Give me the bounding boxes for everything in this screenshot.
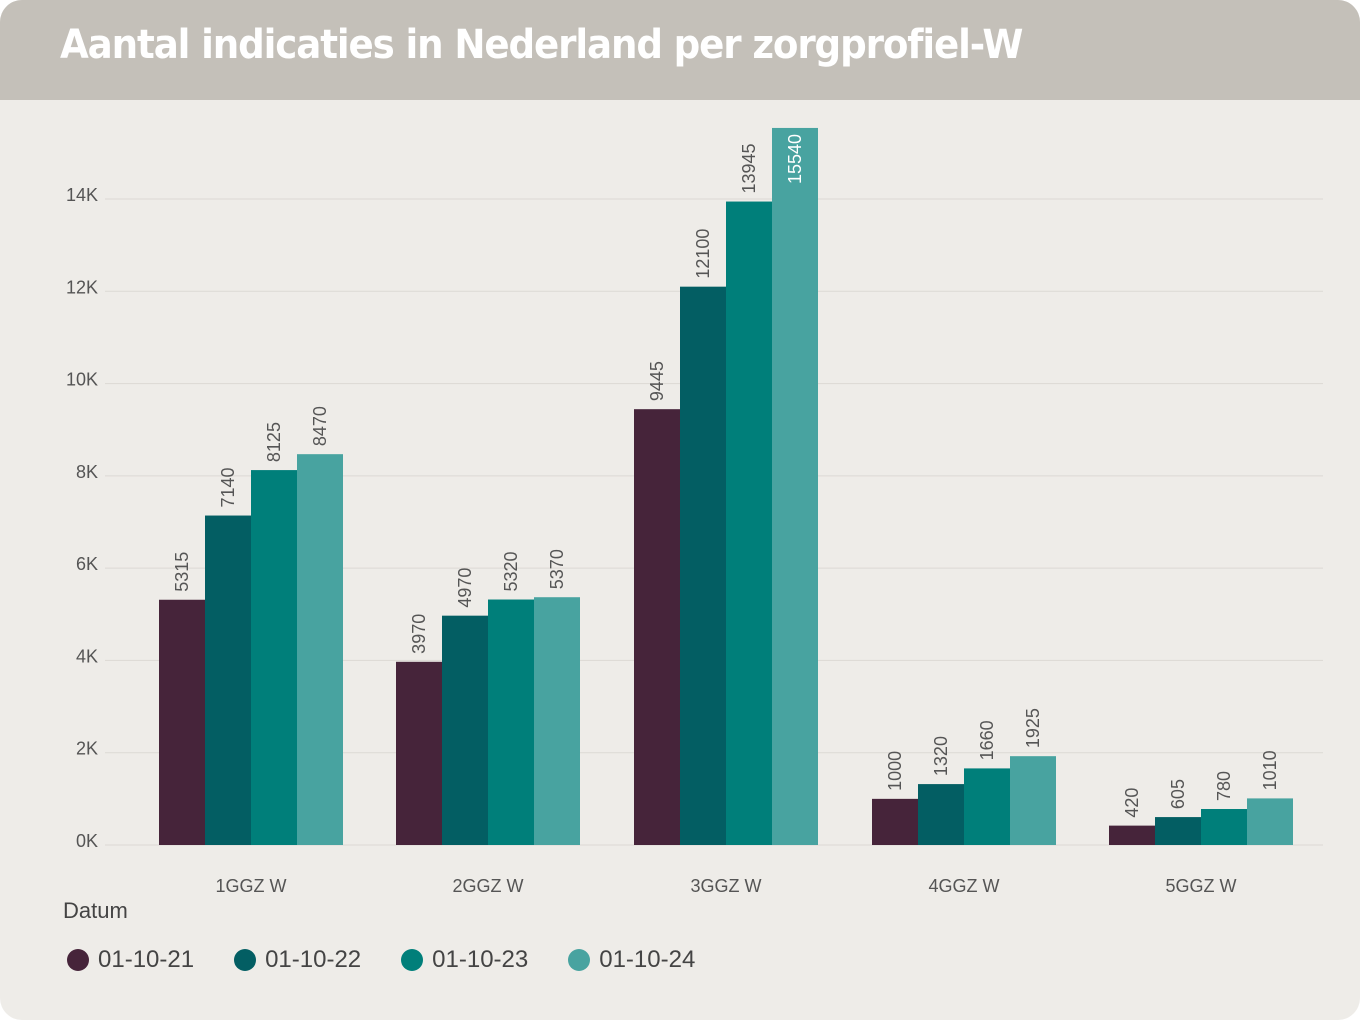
bar[interactable] [964, 768, 1010, 845]
bar[interactable] [1247, 798, 1293, 845]
y-tick-label: 12K [66, 277, 98, 297]
legend-title: Datum [63, 898, 128, 923]
data-label: 5315 [172, 552, 192, 592]
data-label: 605 [1168, 779, 1188, 809]
data-labels: 5315 7140 8125 8470 3970 4970 5320 5370 9445 1210… [172, 134, 1280, 818]
bar[interactable] [634, 409, 680, 845]
bar[interactable] [396, 661, 442, 845]
x-axis-categories: 1GGZ W 2GGZ W 3GGZ W 4GGZ W 5GGZ W [216, 876, 1237, 896]
legend-dot-icon [401, 949, 424, 971]
bar[interactable] [251, 470, 297, 845]
data-label: 1925 [1023, 708, 1043, 748]
data-label: 420 [1122, 788, 1142, 818]
y-tick-label: 2K [76, 739, 98, 759]
data-label: 9445 [647, 361, 667, 401]
y-tick-label: 14K [66, 185, 98, 205]
x-category-label: 1GGZ W [216, 876, 287, 896]
legend-item[interactable]: 01-10-24 [568, 946, 695, 974]
data-label: 3970 [409, 614, 429, 654]
bar[interactable] [442, 615, 488, 845]
data-label: 1010 [1260, 750, 1280, 790]
legend-item[interactable]: 01-10-21 [67, 946, 194, 974]
bar[interactable] [1109, 825, 1155, 845]
legend-label: 01-10-23 [432, 946, 529, 973]
y-tick-label: 10K [66, 370, 98, 390]
y-tick-label: 6K [76, 554, 98, 574]
legend-label: 01-10-22 [265, 946, 362, 973]
data-label: 7140 [218, 467, 238, 507]
bar[interactable] [1010, 756, 1056, 845]
legend: 01-10-21 01-10-22 01-10-23 01-10-24 [67, 946, 735, 974]
data-label: 1320 [931, 736, 951, 776]
x-category-label: 4GGZ W [929, 876, 1000, 896]
bar[interactable] [297, 454, 343, 845]
data-label: 13945 [739, 143, 759, 193]
legend-dot-icon [568, 949, 591, 971]
data-label: 780 [1214, 771, 1234, 801]
legend-item[interactable]: 01-10-23 [401, 946, 528, 974]
data-label: 5370 [547, 549, 567, 589]
legend-dot-icon [67, 949, 89, 971]
bar[interactable] [159, 599, 205, 845]
data-label: 4970 [455, 568, 475, 608]
bar[interactable] [1201, 809, 1247, 845]
data-label: 12100 [693, 229, 713, 279]
legend-dot-icon [234, 949, 257, 971]
header-bar: Aantal indicaties in Nederland per zorgp… [0, 0, 1360, 100]
bar[interactable] [772, 127, 818, 845]
bar[interactable] [872, 798, 918, 845]
y-axis-ticks: 0K 2K 4K 6K 8K 10K 12K 14K [66, 185, 98, 851]
bar[interactable] [1155, 817, 1201, 845]
data-label: 5320 [501, 551, 521, 591]
data-label: 8470 [310, 406, 330, 446]
bar[interactable] [726, 201, 772, 846]
chart-title: Aantal indicaties in Nederland per zorgp… [60, 22, 1023, 68]
legend-label: 01-10-21 [98, 946, 195, 973]
bar[interactable] [205, 515, 251, 845]
y-tick-label: 0K [76, 831, 98, 851]
bars [159, 127, 1293, 846]
y-tick-label: 4K [76, 646, 98, 666]
data-label: 1000 [885, 751, 905, 791]
data-label: 8125 [264, 422, 284, 462]
bar[interactable] [488, 599, 534, 845]
y-tick-label: 8K [76, 462, 98, 482]
bar[interactable] [534, 597, 580, 845]
legend-item[interactable]: 01-10-22 [234, 946, 361, 974]
data-label: 1660 [977, 720, 997, 760]
bar[interactable] [918, 784, 964, 845]
x-category-label: 3GGZ W [691, 876, 762, 896]
x-category-label: 5GGZ W [1166, 876, 1237, 896]
data-label: 15540 [785, 134, 805, 184]
bar[interactable] [680, 286, 726, 846]
legend-label: 01-10-24 [599, 946, 696, 973]
x-category-label: 2GGZ W [453, 876, 524, 896]
